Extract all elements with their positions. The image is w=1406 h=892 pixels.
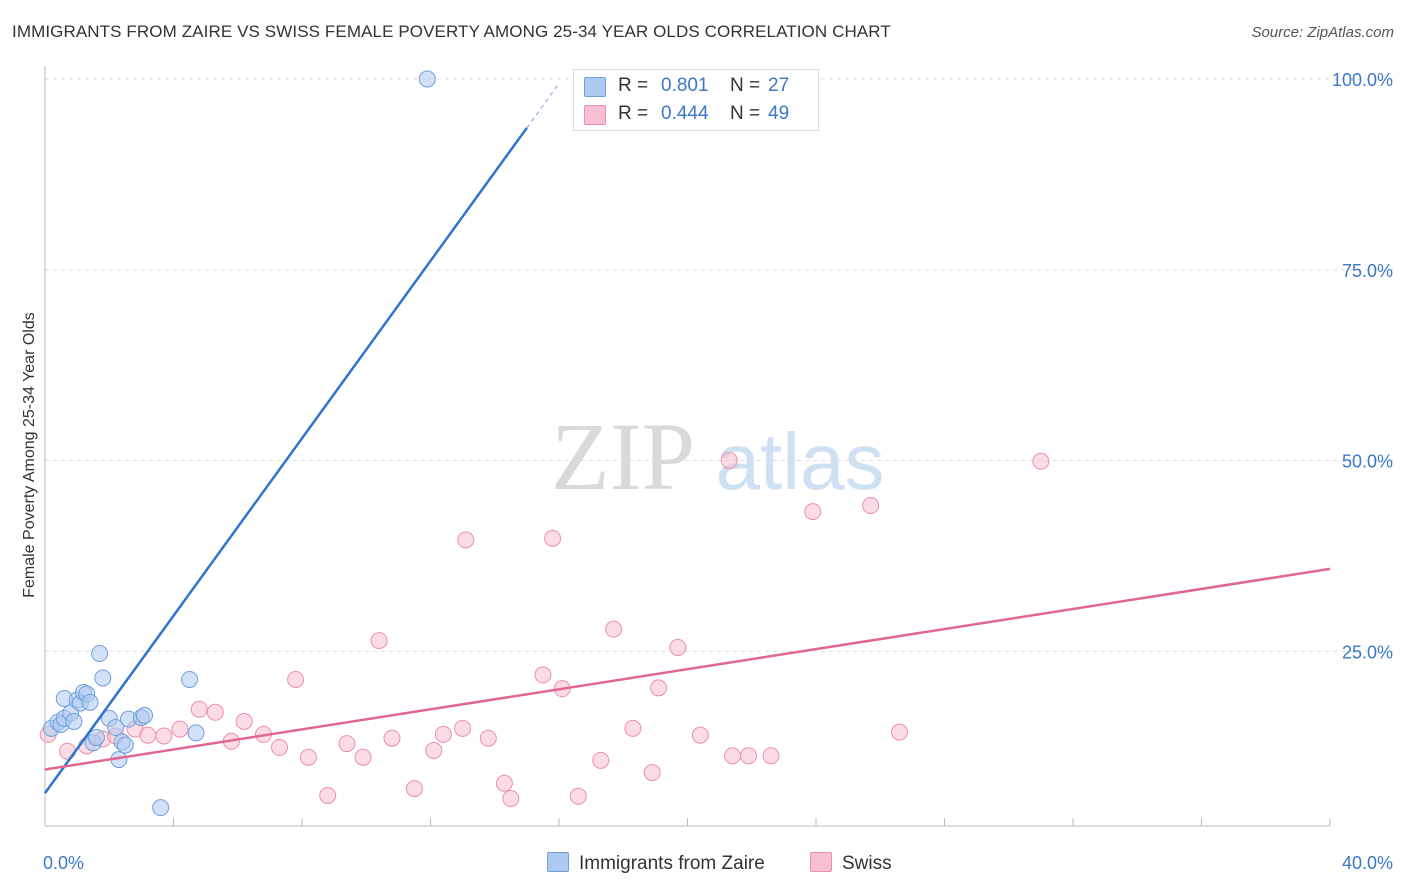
zaire-point (152, 799, 170, 817)
legend-r-label: R = (618, 103, 649, 124)
swiss-point (740, 747, 758, 765)
swiss-point (534, 666, 552, 684)
swiss-point (804, 503, 822, 521)
swiss-point (1032, 452, 1050, 470)
x-tick-label: 40.0% (1342, 853, 1393, 873)
swiss-point (643, 764, 661, 782)
swiss-point (624, 719, 642, 737)
legend-r-value: 0.444 (661, 103, 709, 124)
swiss-point (155, 727, 173, 745)
y-tick-label: 75.0% (1342, 261, 1393, 281)
chart-title: IMMIGRANTS FROM ZAIRE VS SWISS FEMALE PO… (12, 22, 891, 41)
swiss-point (319, 786, 337, 804)
bottom-legend-swiss[interactable]: Swiss (810, 852, 892, 875)
zaire-swatch (584, 77, 606, 97)
swiss-point (720, 452, 738, 469)
zaire-point (91, 645, 109, 663)
swiss-point (434, 725, 452, 743)
zaire-point (94, 669, 112, 687)
swiss-point (190, 700, 208, 718)
swiss-point (299, 748, 317, 766)
swiss-point (139, 726, 157, 744)
swiss-point (171, 720, 189, 738)
swiss-point (271, 738, 289, 756)
legend-n-label: N = (730, 103, 761, 124)
zaire-point (81, 693, 99, 711)
zaire-point (65, 712, 83, 730)
legend-r-value: 0.801 (661, 75, 709, 96)
swiss-point (592, 751, 610, 769)
watermark-atlas: atlas (716, 417, 885, 506)
swiss-point (723, 747, 741, 765)
swiss-swatch (584, 105, 606, 125)
swiss-point (457, 531, 475, 549)
swiss-point (669, 638, 687, 656)
swiss-point (544, 529, 562, 547)
zaire-point (107, 719, 125, 737)
swiss-point (762, 747, 780, 765)
swiss-point (454, 719, 472, 737)
swiss-point (383, 729, 401, 747)
legend-r-label: R = (618, 75, 649, 96)
y-tick-label: 25.0% (1342, 642, 1393, 662)
swiss-point (206, 703, 224, 721)
x-tick-label: 0.0% (43, 853, 84, 873)
legend-n-label: N = (730, 75, 761, 96)
swiss-point (338, 735, 356, 753)
zaire-point (116, 736, 134, 754)
swiss-point (495, 774, 513, 792)
swiss-point (502, 790, 520, 808)
zaire-legend-label: Immigrants from Zaire (579, 853, 765, 874)
zaire-point (136, 706, 154, 724)
watermark-zip: ZIP (551, 403, 695, 510)
legend-n-value: 49 (768, 103, 790, 124)
zaire-point (418, 70, 436, 88)
zaire-legend-swatch (547, 852, 569, 872)
swiss-point (425, 741, 443, 759)
swiss-point (235, 712, 253, 730)
legend-n-value: 27 (768, 75, 790, 96)
swiss-trend-line (44, 567, 1331, 771)
swiss-point (370, 632, 388, 650)
swiss-point (650, 679, 668, 697)
swiss-point (287, 670, 305, 688)
swiss-point (691, 726, 709, 744)
swiss-point (479, 729, 497, 747)
correlation-legend: R = 0.801 N = 27 R = 0.444 N = 49 (573, 69, 819, 131)
swiss-point (862, 497, 880, 515)
swiss-point (569, 787, 587, 805)
zaire-trend-extension (526, 83, 560, 129)
swiss-point (405, 780, 423, 798)
swiss-point (891, 723, 909, 741)
swiss-point (354, 748, 372, 766)
zaire-point (187, 724, 205, 742)
zaire-trend-line (43, 127, 528, 794)
swiss-legend-swatch (810, 852, 832, 872)
swiss-point (58, 742, 76, 760)
source-credit: Source: ZipAtlas.com (1251, 24, 1394, 41)
swiss-legend-label: Swiss (842, 853, 892, 874)
y-tick-label: 50.0% (1342, 452, 1393, 472)
zaire-point (87, 728, 105, 746)
zaire-point (181, 670, 199, 688)
swiss-point (605, 620, 623, 638)
y-tick-label: 100.0% (1332, 70, 1393, 90)
bottom-legend-zaire[interactable]: Immigrants from Zaire (547, 852, 765, 875)
